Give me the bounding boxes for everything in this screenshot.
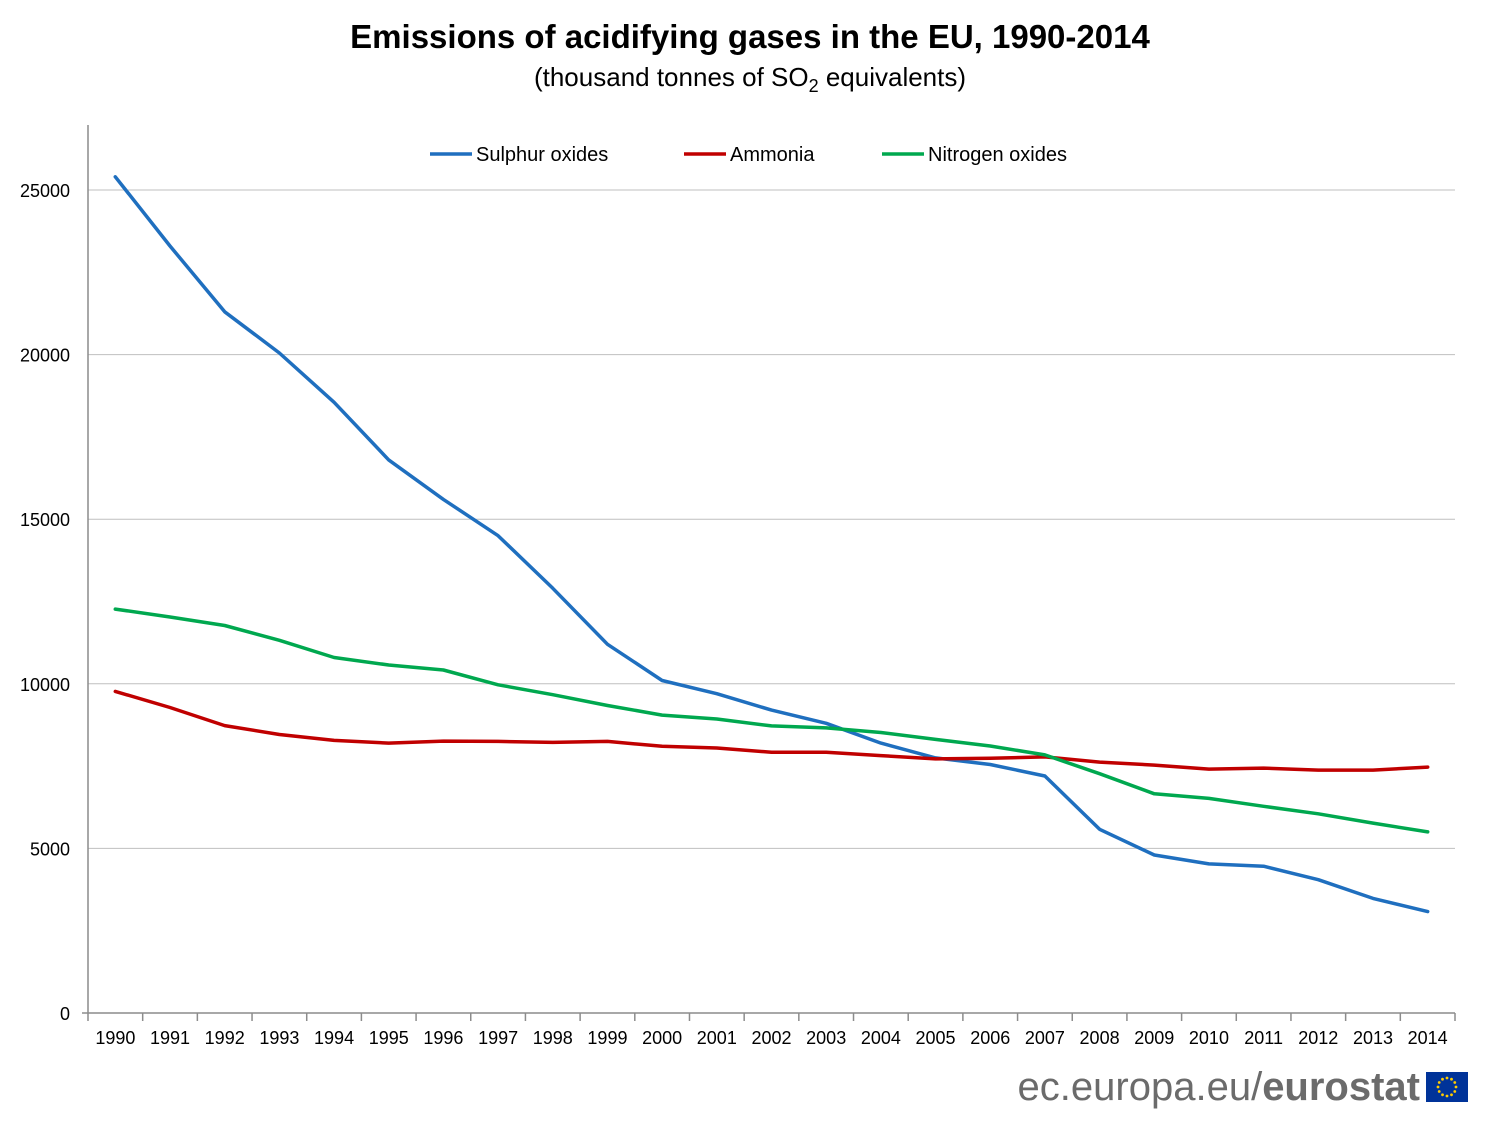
flag-star — [1441, 1093, 1444, 1097]
x-tick-label: 1991 — [150, 1028, 190, 1048]
flag-star — [1453, 1090, 1457, 1093]
flag-star — [1450, 1093, 1453, 1097]
flag-star — [1437, 1081, 1441, 1084]
x-tick-label: 2011 — [1244, 1028, 1283, 1048]
axes — [82, 125, 1456, 1021]
flag-star — [1450, 1077, 1453, 1081]
x-tick-label: 2007 — [1025, 1028, 1065, 1048]
chart-title: Emissions of acidifying gases in the EU,… — [350, 18, 1150, 55]
y-axis-ticks: 0 5000 10000 15000 20000 25000 — [20, 181, 70, 1024]
x-tick-label: 2002 — [751, 1028, 791, 1048]
flag-star — [1437, 1090, 1441, 1093]
x-tick-label: 2004 — [861, 1028, 901, 1048]
x-tick-label: 2009 — [1134, 1028, 1174, 1048]
y-tick-label: 5000 — [30, 839, 70, 859]
y-tick-label: 10000 — [20, 675, 70, 695]
subtitle-main: (thousand tonnes of SO — [533, 62, 809, 92]
flag-star — [1445, 1076, 1449, 1080]
x-tick-label: 2006 — [970, 1028, 1010, 1048]
brand-name: eurostat — [1262, 1064, 1420, 1109]
x-tick-label: 2003 — [806, 1028, 846, 1048]
y-tick-label: 0 — [60, 1004, 70, 1024]
subtitle-subscript: 2 — [808, 76, 819, 97]
brand-url: ec.europa.eu/ — [1017, 1064, 1263, 1109]
gridlines — [88, 189, 1455, 849]
x-tick-label: 2013 — [1353, 1028, 1393, 1048]
flag-star — [1453, 1081, 1457, 1084]
legend: Sulphur oxides Ammonia Nitrogen oxides — [430, 144, 1067, 166]
x-tick-label: 2005 — [916, 1028, 956, 1048]
legend-label: Sulphur oxides — [476, 144, 608, 166]
x-tick-label: 1999 — [587, 1028, 627, 1048]
x-tick-label: 2000 — [642, 1028, 682, 1048]
flag-star — [1441, 1077, 1444, 1081]
x-tick-label: 1990 — [95, 1028, 135, 1048]
flag-star — [1436, 1085, 1440, 1089]
x-tick-label: 1998 — [533, 1028, 573, 1048]
eu-flag-icon — [1426, 1072, 1468, 1102]
subtitle-end: equivalents) — [818, 62, 967, 92]
x-tick-label: 1992 — [205, 1028, 245, 1048]
series-line-sulphur-oxides — [113, 175, 1430, 914]
y-tick-label: 25000 — [20, 181, 70, 201]
legend-label: Ammonia — [730, 144, 815, 166]
legend-label: Nitrogen oxides — [928, 144, 1067, 166]
y-tick-label: 20000 — [20, 346, 70, 366]
flag-star — [1445, 1094, 1449, 1098]
eurostat-branding: ec.europa.eu/eurostat — [1018, 1062, 1468, 1112]
flag-star — [1454, 1085, 1458, 1089]
x-tick-label: 2008 — [1080, 1028, 1120, 1048]
x-axis-ticks: 1990 1991 1992 1993 1994 1995 1996 1997 1998 1999… — [95, 1028, 1447, 1048]
x-tick-label: 2012 — [1298, 1028, 1338, 1048]
x-tick-label: 1995 — [369, 1028, 409, 1048]
chart-subtitle: (thousand tonnes of SO2 equivalents) — [0, 62, 1500, 97]
series-line-nitrogen-oxides — [113, 607, 1430, 834]
x-tick-label: 1994 — [314, 1028, 354, 1048]
x-tick-label: 1997 — [478, 1028, 518, 1048]
x-tick-label: 1993 — [259, 1028, 299, 1048]
x-tick-label: 1996 — [423, 1028, 463, 1048]
series-line-ammonia — [113, 689, 1430, 772]
x-tick-label: 2014 — [1408, 1028, 1448, 1048]
x-tick-label: 2001 — [697, 1028, 737, 1048]
x-tick-label: 2010 — [1189, 1028, 1229, 1048]
y-tick-label: 15000 — [20, 510, 70, 530]
series-lines — [113, 175, 1430, 914]
